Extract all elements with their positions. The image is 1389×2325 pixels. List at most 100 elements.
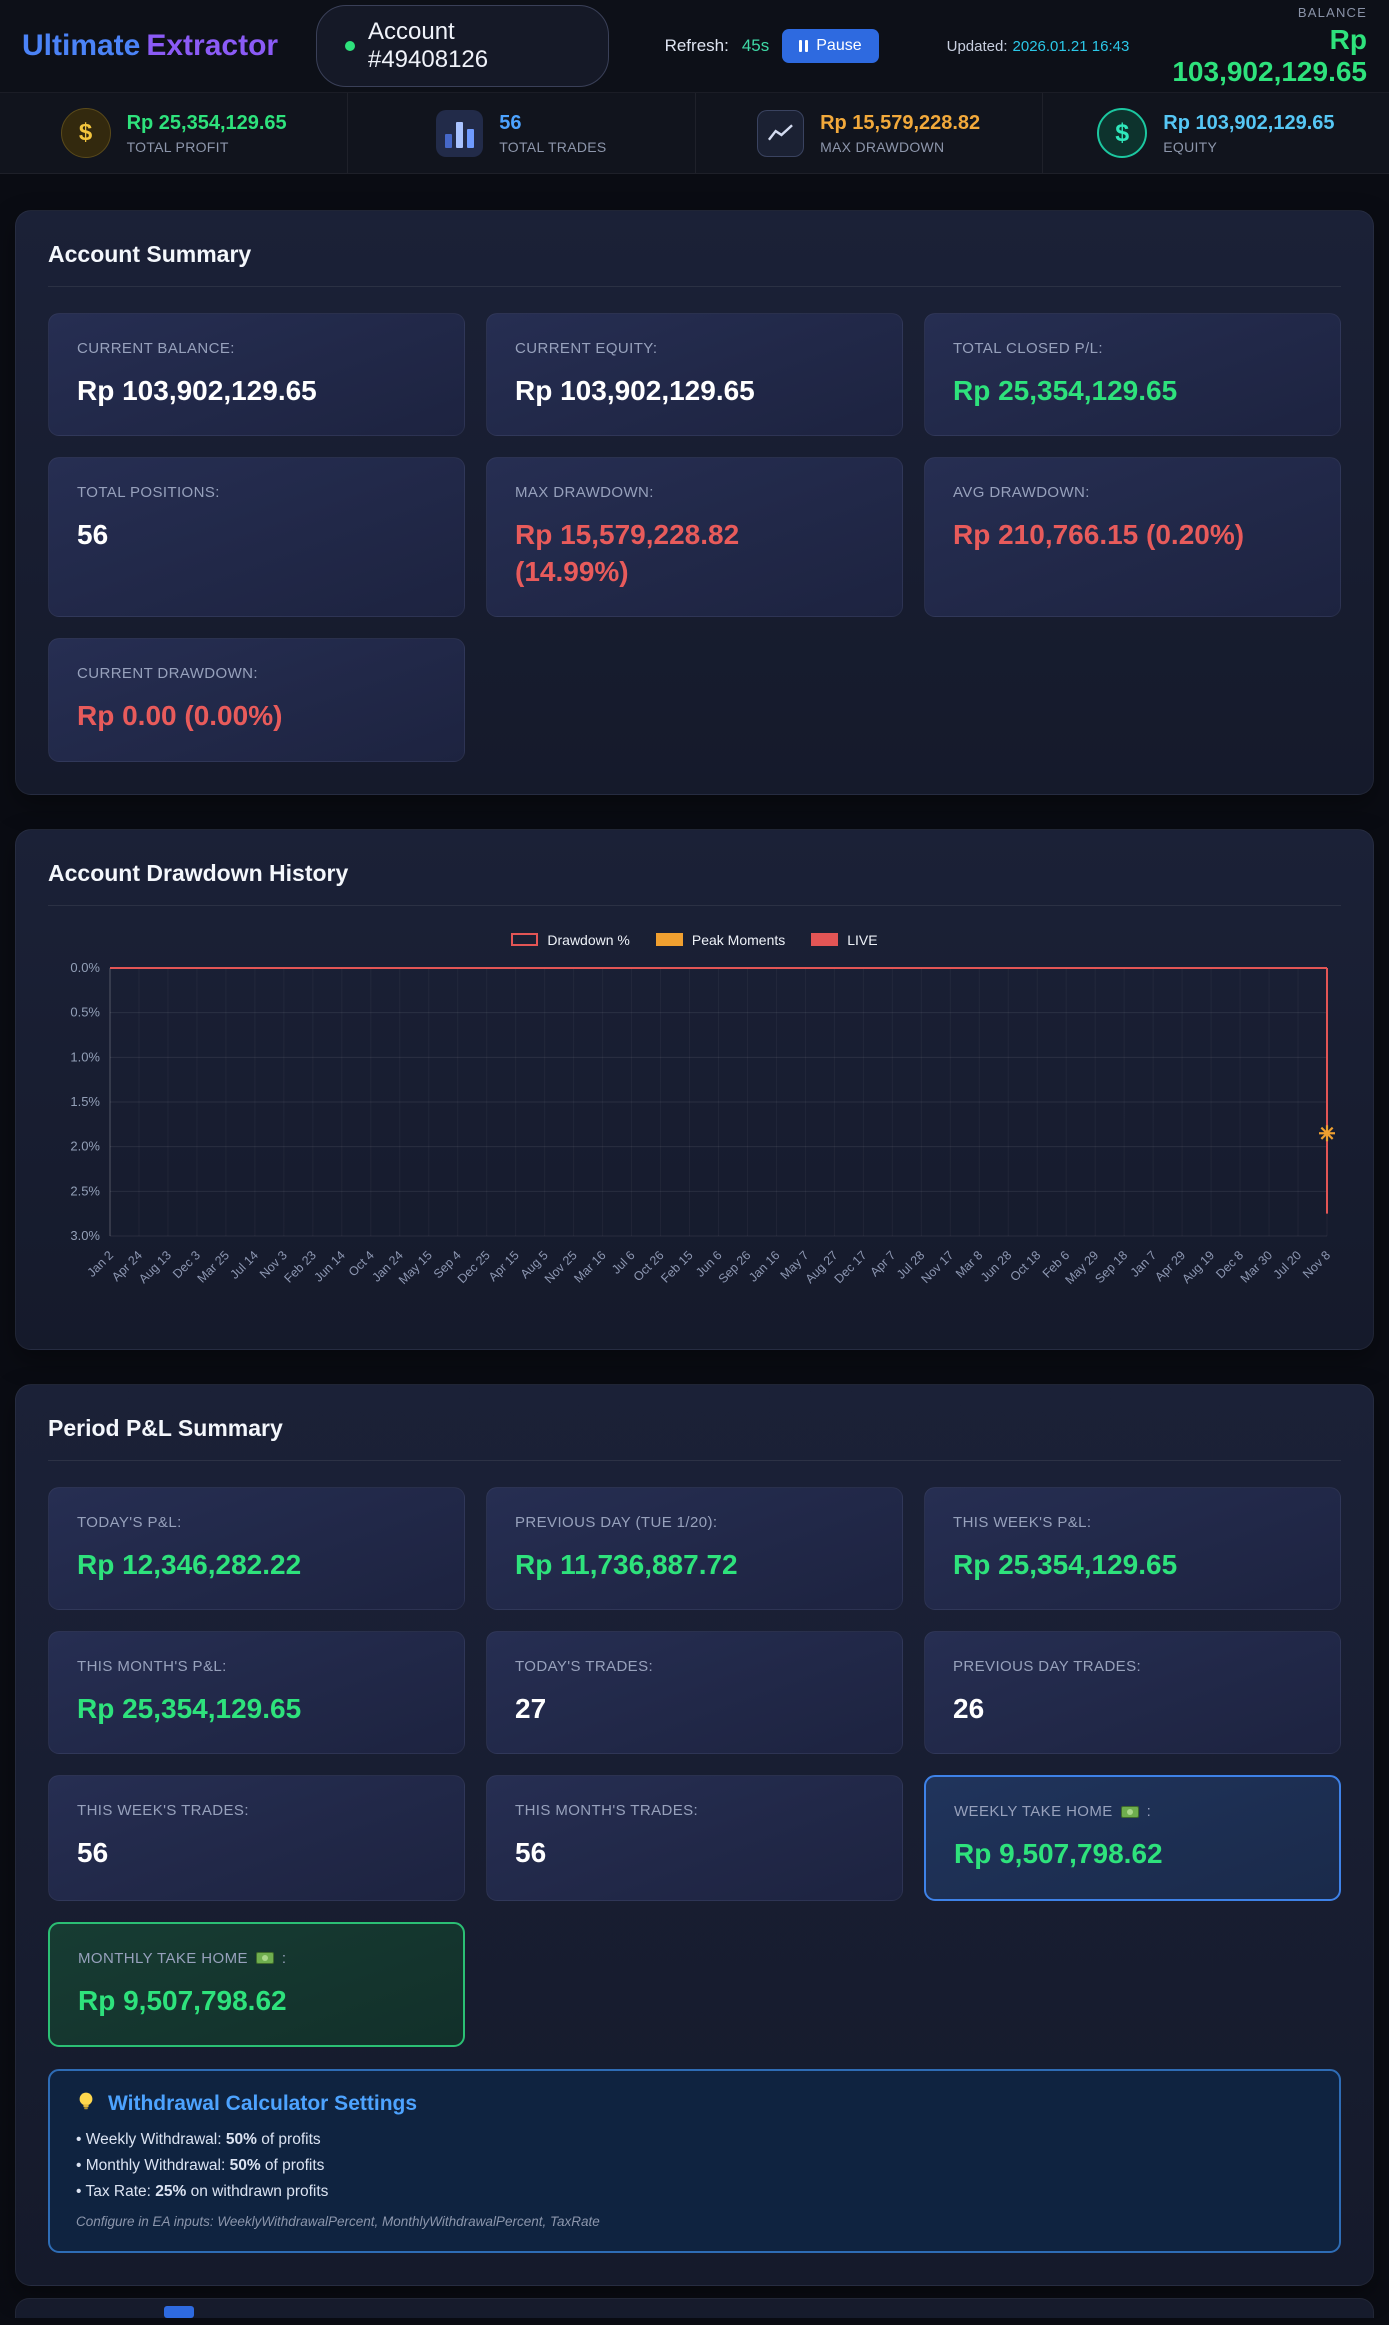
svg-text:Oct 18: Oct 18 <box>1007 1248 1043 1284</box>
svg-text:Jun 14: Jun 14 <box>311 1248 347 1284</box>
svg-text:Dec 25: Dec 25 <box>455 1248 493 1286</box>
money-bag-icon: $ <box>60 108 111 158</box>
tile-label: AVG DRAWDOWN: <box>953 484 1090 502</box>
tile-value: Rp 9,507,798.62 <box>78 1984 287 2016</box>
stat-value: Rp 15,579,228.82 <box>820 111 981 134</box>
tile-label: PREVIOUS DAY TRADES: <box>953 1657 1142 1675</box>
summary-tile: TOTAL CLOSED P/L: Rp 25,354,129.65 <box>924 313 1341 437</box>
brand-logo: Ultimate Extractor <box>22 29 278 63</box>
line-chart-icon <box>757 109 805 157</box>
summary-tile: PREVIOUS DAY (TUE 1/20): Rp 11,736,887.72 <box>486 1486 903 1610</box>
balance-label: BALANCE <box>1297 4 1367 20</box>
partial-blue-chip <box>164 2306 194 2319</box>
tile-label: TODAY'S P&L: <box>77 1513 182 1531</box>
stats-bar: $ Rp 25,354,129.65 TOTAL PROFIT 56 TOTAL TRA… <box>0 92 1389 174</box>
tile-value: Rp 11,736,887.72 <box>515 1548 738 1580</box>
svg-text:0.5%: 0.5% <box>70 1004 100 1019</box>
tile-label: THIS MONTH'S TRADES: <box>515 1802 699 1820</box>
app-header: Ultimate Extractor Account #49408126 Refr… <box>0 0 1389 92</box>
refresh-group: Refresh: 45s Pause <box>665 29 879 63</box>
svg-text:Apr 7: Apr 7 <box>867 1248 898 1279</box>
period-pl-summary-title: Period P&L Summary <box>48 1415 1341 1461</box>
withdrawal-item: • Tax Rate: 25% on withdrawn profits <box>76 2183 329 2201</box>
svg-text:Feb 15: Feb 15 <box>658 1248 695 1285</box>
refresh-label: Refresh: <box>664 36 729 55</box>
stat-value: Rp 103,902,129.65 <box>1163 111 1335 134</box>
tile-value: Rp 9,507,798.62 <box>954 1838 1163 1870</box>
tile-value: 27 <box>515 1692 547 1724</box>
summary-tile: THIS WEEK'S P&L: Rp 25,354,129.65 <box>924 1486 1341 1610</box>
svg-text:May 15: May 15 <box>396 1248 435 1287</box>
brand-first: Ultimate <box>22 29 141 62</box>
svg-text:Sep 26: Sep 26 <box>716 1248 754 1286</box>
tile-label: THIS WEEK'S P&L: <box>953 1513 1092 1531</box>
balance-group: BALANCE Rp 103,902,129.65 <box>1129 5 1367 88</box>
tile-label: TOTAL CLOSED P/L: <box>953 340 1103 357</box>
svg-text:Aug 13: Aug 13 <box>136 1248 174 1286</box>
legend-item: Drawdown % <box>511 931 630 948</box>
tile-label: CURRENT BALANCE: <box>77 340 235 357</box>
lightbulb-icon <box>76 2091 96 2117</box>
svg-text:Nov 25: Nov 25 <box>542 1248 580 1286</box>
stat-item: $ Rp 25,354,129.65 TOTAL PROFIT <box>0 93 347 173</box>
svg-text:Jun 28: Jun 28 <box>978 1248 1014 1284</box>
summary-tile: CURRENT EQUITY: Rp 103,902,129.65 <box>486 313 903 437</box>
dollar-icon: $ <box>1097 108 1148 158</box>
summary-tile: AVG DRAWDOWN: Rp 210,766.15 (0.20%) <box>924 457 1341 618</box>
svg-text:Aug 19: Aug 19 <box>1179 1248 1217 1286</box>
brand-second: Extractor <box>146 29 279 62</box>
svg-text:Dec 17: Dec 17 <box>832 1248 870 1286</box>
tile-label: CURRENT DRAWDOWN: <box>77 665 258 683</box>
tile-value: 56 <box>77 1837 109 1869</box>
stat-item: 56 TOTAL TRADES <box>347 93 694 173</box>
updated-label: Updated: <box>946 37 1008 55</box>
legend-label: Drawdown % <box>547 931 630 948</box>
tile-value: Rp 25,354,129.65 <box>77 1692 302 1724</box>
svg-text:Jul 20: Jul 20 <box>1271 1248 1305 1282</box>
svg-text:Feb 23: Feb 23 <box>282 1248 319 1285</box>
stat-item: $ Rp 103,902,129.65 EQUITY <box>1041 93 1389 173</box>
period-summary-tiles: TODAY'S P&L: Rp 12,346,282.22 PREVIOUS DAY… <box>48 1486 1341 2048</box>
summary-tile: PREVIOUS DAY TRADES: 26 <box>924 1630 1341 1755</box>
legend-label: Peak Moments <box>691 931 786 948</box>
summary-tile: CURRENT BALANCE: Rp 103,902,129.65 <box>48 313 465 437</box>
tile-label: THIS WEEK'S TRADES: <box>77 1802 249 1820</box>
next-section-partial <box>15 2298 1374 2319</box>
tile-value: 56 <box>77 519 109 551</box>
drawdown-chart[interactable]: Drawdown % Peak Moments LIVE 0.0% 0.5% 1.0% 1… <box>48 932 1341 1317</box>
legend-swatch <box>811 933 839 947</box>
account-pill[interactable]: Account #49408126 <box>316 5 609 87</box>
tile-value: Rp 25,354,129.65 <box>953 1548 1178 1580</box>
stat-label: MAX DRAWDOWN <box>820 138 945 155</box>
account-summary-card: Account Summary CURRENT BALANCE: Rp 103,9… <box>15 210 1374 795</box>
svg-text:Apr 15: Apr 15 <box>486 1248 522 1284</box>
legend-swatch <box>655 933 683 947</box>
legend-label: LIVE <box>847 931 878 948</box>
summary-tile: MAX DRAWDOWN: Rp 15,579,228.82 (14.99%) <box>486 457 903 618</box>
money-bill-icon <box>255 1952 274 1965</box>
pause-button[interactable]: Pause <box>782 29 879 63</box>
refresh-countdown: 45s <box>741 36 770 55</box>
tile-label: THIS MONTH'S P&L: <box>77 1657 227 1675</box>
svg-text:1.5%: 1.5% <box>70 1094 100 1109</box>
drawdown-history-card: Account Drawdown History Drawdown % Peak … <box>15 828 1374 1350</box>
svg-text:Mar 16: Mar 16 <box>571 1248 608 1285</box>
tile-value: Rp 25,354,129.65 <box>953 375 1178 406</box>
withdrawal-item: • Monthly Withdrawal: 50% of profits <box>76 2157 325 2175</box>
tile-value: Rp 15,579,228.82 (14.99%) <box>515 519 740 587</box>
tile-label: CURRENT EQUITY: <box>515 340 658 357</box>
summary-tile: MONTHLY TAKE HOME: Rp 9,507,798.62 <box>48 1921 465 2048</box>
svg-text:1.0%: 1.0% <box>70 1049 100 1064</box>
svg-text:Sep 18: Sep 18 <box>1092 1248 1130 1286</box>
tile-label: TOTAL POSITIONS: <box>77 484 220 502</box>
svg-text:3.0%: 3.0% <box>70 1228 100 1243</box>
tile-value: Rp 103,902,129.65 <box>515 375 755 406</box>
updated-value: 2026.01.21 16:43 <box>1012 37 1130 55</box>
svg-text:2.0%: 2.0% <box>70 1138 100 1153</box>
stat-value: 56 <box>499 111 522 134</box>
tile-label: TODAY'S TRADES: <box>515 1657 654 1675</box>
svg-text:Jul 14: Jul 14 <box>228 1248 262 1282</box>
summary-tile: THIS MONTH'S P&L: Rp 25,354,129.65 <box>48 1630 465 1755</box>
account-label: Account #49408126 <box>367 18 489 73</box>
